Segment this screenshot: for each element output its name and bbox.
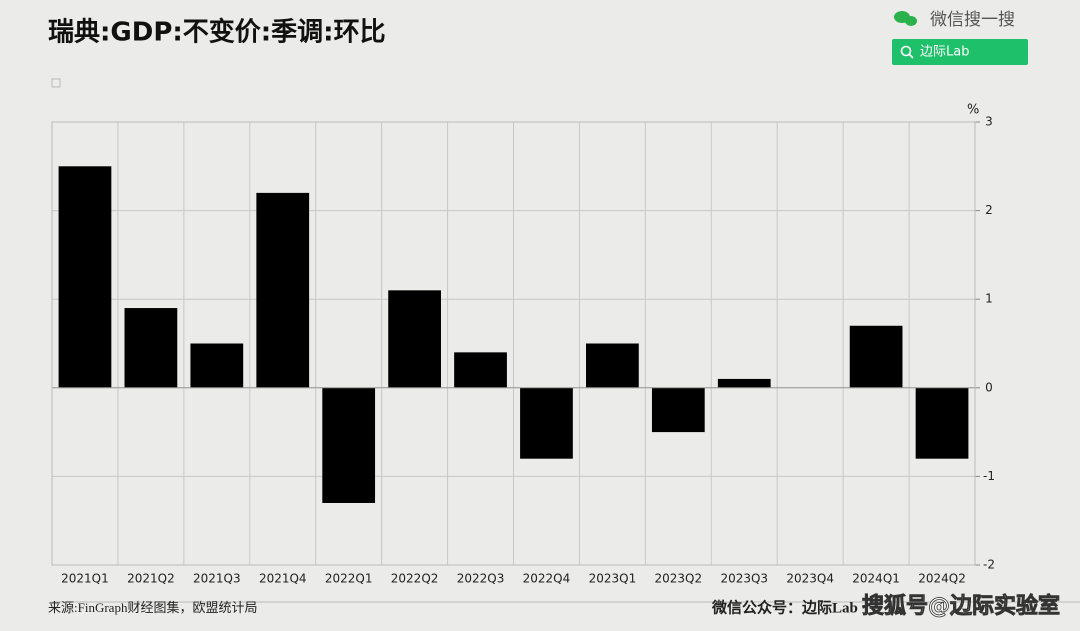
chart-title: 瑞典:GDP:不变价:季调:环比 (48, 17, 386, 48)
x-tick-label: 2023Q1 (589, 572, 637, 586)
x-tick-label: 2022Q1 (325, 572, 373, 586)
bar (124, 308, 178, 388)
source: 来源:FinGraph财经图集，欧盟统计局 (48, 600, 257, 615)
bar (322, 387, 376, 503)
x-tick-label: 2023Q3 (720, 572, 768, 586)
bar (915, 387, 969, 459)
watermark: 搜狐号@边际实验室 (862, 593, 1060, 619)
bar (520, 387, 573, 459)
x-tick-label: 2024Q1 (852, 572, 900, 586)
bar (586, 343, 639, 388)
x-tick-label: 2022Q3 (457, 572, 505, 586)
bar (454, 352, 507, 388)
unit-label: % (967, 103, 979, 118)
y-tick-label: -2 (983, 558, 995, 572)
y-tick-label: 1 (985, 292, 993, 306)
plot-frame (51, 121, 976, 566)
x-tick-label: 2021Q1 (61, 572, 109, 586)
search-button[interactable]: 边际Lab (892, 39, 1028, 65)
checkbox[interactable] (51, 78, 61, 88)
y-tick-label: 0 (985, 380, 993, 394)
brand: 微信搜一搜 (930, 10, 1015, 30)
y-tick-label: 3 (985, 115, 993, 129)
x-tick-label: 2024Q2 (918, 572, 966, 586)
bar (717, 378, 771, 388)
bar (58, 166, 112, 388)
x-tick-label: 2021Q2 (127, 572, 175, 586)
bar (651, 387, 705, 433)
bar (190, 343, 244, 388)
y-tick-label: -1 (983, 469, 995, 483)
x-tick-label: 2021Q4 (259, 572, 307, 586)
wechat-icon (894, 11, 917, 26)
y-tick-label: 2 (985, 203, 993, 217)
x-tick-label: 2023Q4 (786, 572, 834, 586)
x-tick-label: 2021Q3 (193, 572, 241, 586)
bar (849, 325, 903, 388)
x-tick-label: 2023Q2 (655, 572, 703, 586)
x-tick-label: 2022Q4 (523, 572, 571, 586)
search-button-label[interactable]: 边际Lab (920, 45, 969, 60)
x-tick-label: 2022Q2 (391, 572, 439, 586)
account: 微信公众号：边际Lab (711, 598, 858, 616)
bar (256, 192, 310, 388)
bar (388, 290, 441, 388)
